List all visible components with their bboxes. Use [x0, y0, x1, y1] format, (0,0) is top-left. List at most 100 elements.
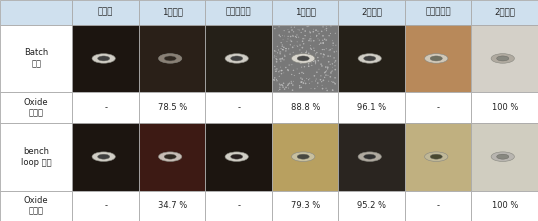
Point	[287, 73, 296, 76]
Point	[328, 65, 337, 69]
Point	[290, 44, 299, 48]
Point	[273, 67, 281, 71]
Point	[322, 25, 330, 28]
Point	[298, 80, 306, 84]
Point	[272, 57, 280, 60]
Point	[289, 56, 298, 59]
Point	[328, 80, 336, 83]
Point	[310, 49, 318, 52]
Text: 제염전: 제염전	[98, 8, 114, 17]
Point	[322, 73, 330, 77]
Point	[306, 34, 315, 38]
Ellipse shape	[424, 152, 448, 162]
Point	[308, 80, 316, 84]
Bar	[471, 92, 538, 123]
Point	[297, 31, 306, 34]
Point	[290, 74, 299, 77]
Point	[319, 55, 328, 59]
Ellipse shape	[225, 152, 249, 162]
Point	[326, 54, 335, 58]
Point	[331, 68, 339, 71]
Point	[288, 33, 297, 37]
Bar	[73, 191, 139, 221]
Bar	[471, 0, 538, 25]
Point	[312, 52, 320, 55]
Point	[275, 50, 284, 54]
Point	[327, 70, 336, 73]
Point	[306, 44, 315, 47]
Point	[309, 27, 318, 31]
Point	[301, 29, 309, 33]
Point	[292, 58, 300, 61]
Bar	[0, 0, 73, 25]
Point	[314, 59, 323, 62]
Point	[281, 49, 289, 53]
Text: 79.3 %: 79.3 %	[291, 201, 320, 210]
Ellipse shape	[297, 154, 309, 159]
Point	[297, 80, 306, 84]
Point	[301, 34, 309, 37]
Point	[276, 83, 285, 87]
Point	[319, 41, 328, 44]
Point	[328, 69, 337, 73]
Point	[276, 69, 285, 72]
Ellipse shape	[358, 54, 381, 63]
Text: Batch
실험: Batch 실험	[24, 48, 48, 69]
Point	[289, 69, 298, 72]
Point	[280, 29, 288, 32]
Point	[272, 58, 281, 61]
Text: 1차산화: 1차산화	[162, 8, 182, 17]
Point	[331, 59, 340, 63]
Point	[310, 87, 319, 90]
Text: Oxide
제거율: Oxide 제거율	[24, 196, 48, 216]
Point	[296, 61, 305, 65]
Point	[330, 50, 338, 54]
Text: -: -	[237, 201, 240, 210]
Point	[272, 60, 281, 64]
Point	[327, 71, 335, 75]
Point	[275, 25, 284, 29]
Point	[319, 42, 328, 45]
Bar	[0, 123, 73, 191]
Point	[330, 56, 338, 60]
Text: 2차산화: 2차산화	[362, 8, 382, 17]
Point	[309, 39, 318, 42]
Point	[323, 67, 332, 70]
Bar	[338, 92, 405, 123]
Point	[313, 70, 321, 74]
Point	[321, 28, 329, 32]
Point	[314, 37, 322, 41]
Point	[293, 45, 302, 48]
Bar	[139, 123, 206, 191]
Text: 산화제파괴: 산화제파괴	[426, 8, 451, 17]
Point	[284, 86, 293, 90]
Bar	[73, 123, 139, 191]
Ellipse shape	[231, 154, 243, 159]
Point	[320, 48, 329, 51]
Point	[331, 44, 340, 47]
Ellipse shape	[225, 54, 249, 63]
Point	[310, 74, 318, 78]
Point	[324, 74, 332, 77]
Point	[312, 79, 320, 83]
Point	[278, 56, 287, 60]
Text: 산화제파괴: 산화제파괴	[226, 8, 251, 17]
Ellipse shape	[164, 56, 176, 61]
Point	[278, 69, 286, 72]
Point	[298, 46, 307, 50]
Point	[307, 48, 316, 51]
Point	[285, 63, 294, 67]
Point	[309, 60, 318, 63]
Point	[318, 84, 327, 87]
Bar	[0, 191, 73, 221]
Text: 100 %: 100 %	[492, 201, 518, 210]
Point	[309, 46, 318, 50]
Point	[297, 80, 306, 84]
Point	[324, 79, 333, 83]
Point	[312, 77, 321, 81]
Point	[282, 86, 291, 89]
Point	[330, 60, 339, 64]
Point	[295, 72, 303, 75]
Point	[322, 65, 330, 69]
Point	[287, 81, 296, 85]
